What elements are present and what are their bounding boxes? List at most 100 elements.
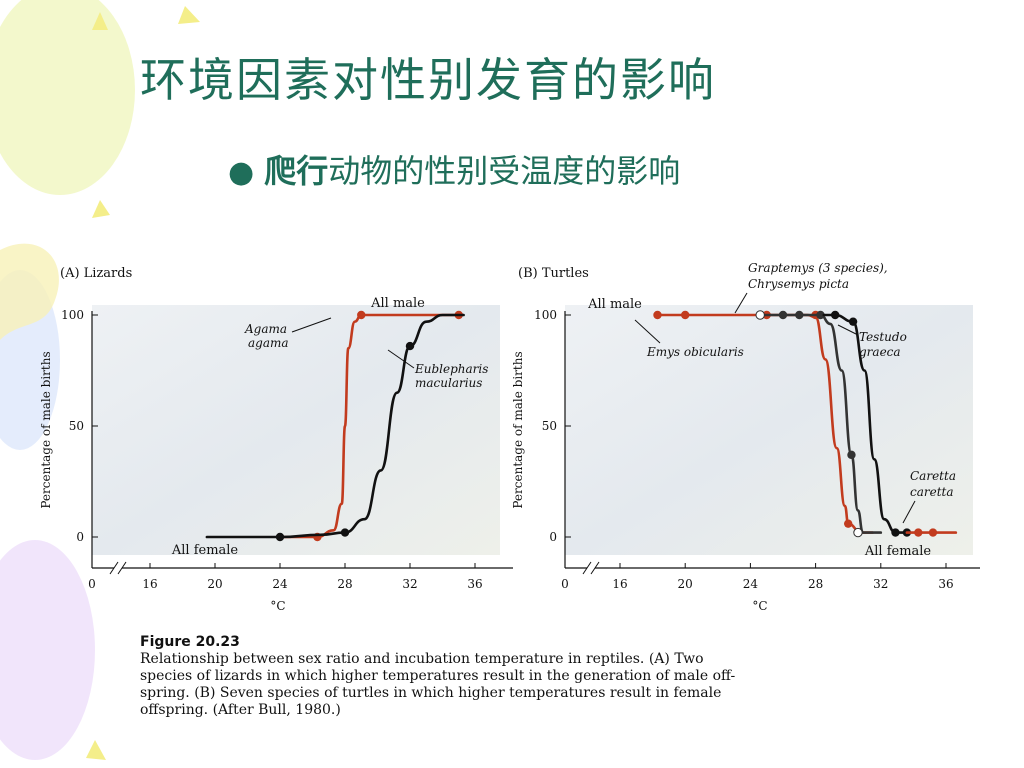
data-point [928, 528, 938, 537]
data-point [891, 528, 900, 537]
leader-line-caretta [902, 500, 916, 524]
leader-line-eublepharis [387, 349, 415, 369]
x-tick-label: 16 [142, 577, 157, 591]
series-caretta-caretta [905, 528, 958, 537]
x-axis-label: °C [752, 599, 767, 613]
data-point [847, 450, 856, 460]
x-tick-label: 24 [743, 577, 759, 591]
data-point [853, 527, 863, 538]
x-tick-label: 20 [207, 577, 222, 591]
species-label-testudo-1: Testudo [859, 330, 907, 344]
leader-line-testudo [837, 324, 859, 336]
bullet-dot-icon: ● [228, 155, 255, 190]
y-axis-label: Percentage of male births [39, 351, 53, 508]
y-tick-label: 50 [542, 419, 557, 433]
panel-lizards: (A) Lizards Percentage of male births °C… [39, 266, 513, 613]
top-label: All male [370, 296, 425, 311]
species-label-graptemys-2: Chrysemys picta [748, 277, 849, 291]
x-tick-label: 0 [561, 577, 569, 591]
figure: (A) Lizards Percentage of male births °C… [30, 255, 980, 615]
panel-turtles: (B) Turtles Percentage of male births °C… [511, 261, 980, 613]
x-tick-label: 36 [467, 577, 482, 591]
data-point [275, 532, 285, 542]
leader-line-emys [634, 319, 661, 344]
species-label-eublepharis-1: Eublepharis [414, 362, 488, 376]
species-label-caretta-1: Caretta [910, 469, 956, 483]
caption-title: Figure 20.23 [140, 634, 240, 650]
data-point [844, 519, 853, 528]
species-label-caretta-2: caretta [910, 485, 954, 499]
caption-line: species of lizards in which higher tempe… [140, 668, 736, 684]
data-point [340, 528, 350, 537]
caption-line: offspring. (After Bull, 1980.) [140, 702, 341, 718]
balloon-shape [0, 0, 135, 195]
species-label-graptemys-1: Graptemys (3 species), [748, 261, 888, 275]
figure-caption: Figure 20.23 Relationship between sex ra… [140, 634, 840, 719]
data-point [795, 310, 804, 320]
bottom-label: All female [864, 544, 932, 559]
bullet-bold-text: 爬行 [264, 152, 329, 190]
x-axis-label: °C [270, 599, 285, 613]
panel-label: (A) Lizards [60, 266, 132, 281]
axis-break-mark [590, 561, 600, 575]
caption-line: Relationship between sex ratio and incub… [140, 651, 704, 667]
y-axis-label: Percentage of male births [511, 351, 525, 508]
y-tick-label: 0 [76, 530, 84, 544]
series-line [205, 313, 465, 539]
species-label-agama-2: agama [248, 336, 289, 350]
x-tick-label: 28 [337, 577, 352, 591]
data-point [778, 310, 788, 320]
axis-break-mark [117, 561, 127, 575]
data-point [653, 310, 662, 320]
x-tick-label: 20 [678, 577, 693, 591]
star-shape [92, 200, 110, 218]
y-tick-label: 100 [534, 308, 557, 322]
slide-title: 环境因素对性别发育的影响 [140, 53, 716, 107]
species-label-emys: Emys obicularis [646, 345, 744, 359]
leader-line-agama [291, 317, 332, 333]
axes: 0 50 100 0 16 20 24 28 32 36 [534, 308, 980, 591]
species-label-testudo-2: graeca [859, 345, 901, 359]
x-tick-label: 32 [402, 577, 417, 591]
y-tick-label: 100 [61, 308, 84, 322]
bullet-point: ● 爬行动物的性别受温度的影响 [228, 146, 680, 192]
leader-line-graptemys [734, 292, 748, 314]
ribbon-shape [0, 243, 59, 340]
bottom-label: All female [171, 543, 239, 558]
axis-break-mark [109, 561, 119, 575]
data-point [848, 317, 858, 326]
series-testudo-graeca [822, 310, 912, 537]
plot-background [92, 305, 500, 555]
x-tick-label: 16 [612, 577, 627, 591]
caption-line: spring. (B) Seven species of turtles in … [140, 685, 722, 701]
axis-break-mark [582, 561, 592, 575]
x-tick-label: 0 [88, 577, 96, 591]
top-label: All male [587, 297, 642, 312]
x-tick-label: 32 [873, 577, 888, 591]
species-label-eublepharis-2: macularius [415, 376, 482, 390]
figure-svg: (A) Lizards Percentage of male births °C… [39, 261, 980, 613]
series-eublepharis-macularius [205, 313, 465, 542]
x-tick-label: 28 [808, 577, 823, 591]
data-point [405, 341, 415, 351]
x-tick-label: 36 [938, 577, 953, 591]
data-point [830, 310, 840, 320]
data-point [914, 528, 923, 537]
y-tick-label: 0 [549, 530, 557, 544]
x-tick-label: 24 [272, 577, 288, 591]
series-graptemys-3-species-chrysemys-picta [755, 310, 883, 538]
axes: 0 50 100 0 16 20 24 28 32 36 [61, 308, 513, 591]
star-shape [92, 12, 108, 30]
data-point [681, 310, 690, 320]
data-point [357, 310, 366, 320]
panel-label: (B) Turtles [518, 266, 589, 281]
bullet-text: 动物的性别受温度的影响 [328, 152, 681, 190]
data-point [755, 310, 765, 320]
balloon-shape [0, 540, 95, 760]
data-point [816, 310, 825, 320]
plot-background [565, 305, 973, 555]
y-tick-label: 50 [69, 419, 84, 433]
star-shape [86, 740, 106, 760]
species-label-agama-1: Agama [244, 322, 287, 336]
